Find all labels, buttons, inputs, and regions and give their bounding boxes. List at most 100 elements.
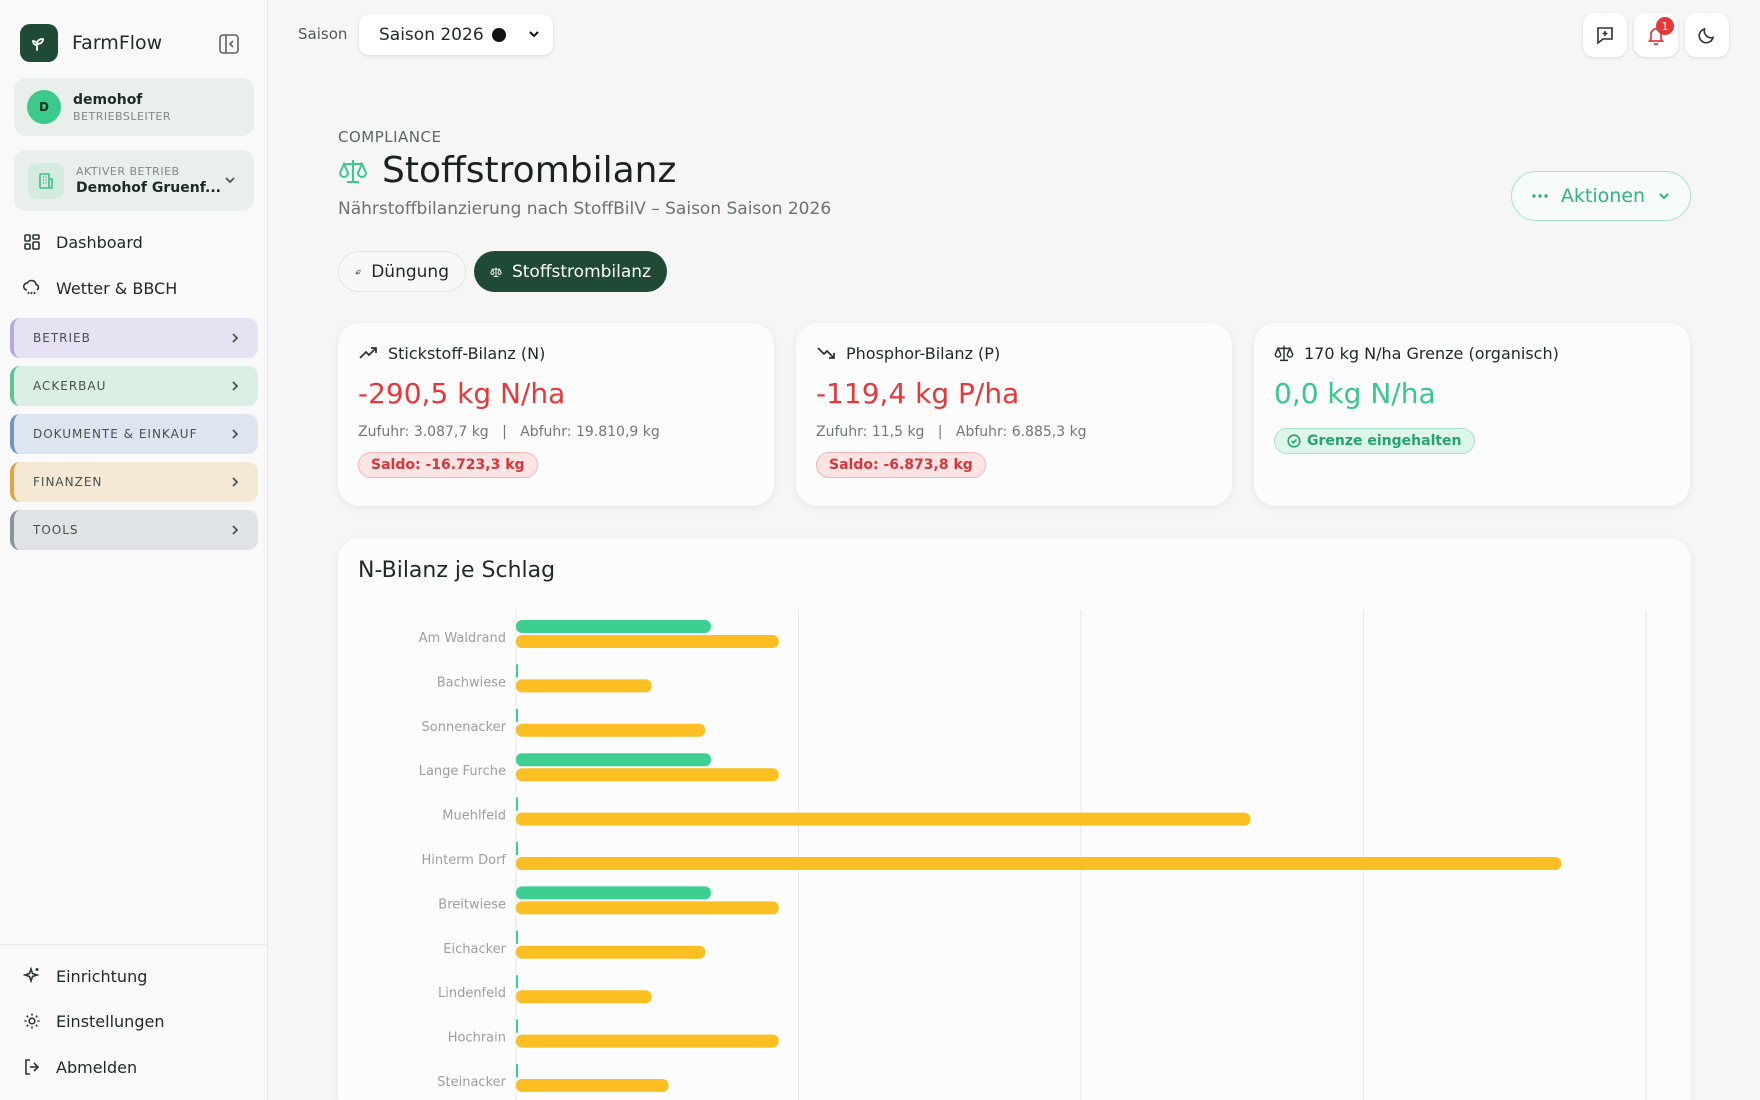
avatar: D xyxy=(27,90,61,124)
nitrogen-saldo-badge: Saldo: -16.723,3 kg xyxy=(358,452,538,478)
bar[interactable] xyxy=(516,664,518,678)
bar[interactable] xyxy=(516,945,706,959)
nav-setup-label: Einrichtung xyxy=(56,966,148,986)
tab-duengung-label: Düngung xyxy=(371,261,449,282)
bar[interactable] xyxy=(516,753,711,767)
nav-dashboard[interactable]: Dashboard xyxy=(22,232,143,252)
notification-badge: 1 xyxy=(1656,17,1674,35)
bar[interactable] xyxy=(516,1064,518,1077)
bar[interactable] xyxy=(516,975,518,989)
limit-status-badge: Grenze eingehalten xyxy=(1274,428,1475,454)
sidebar-section-label: DOKUMENTE & EINKAUF xyxy=(33,427,198,441)
notifications-button[interactable]: 1 xyxy=(1634,13,1678,57)
actions-label: Aktionen xyxy=(1560,185,1646,207)
bar[interactable] xyxy=(516,886,711,900)
season-label: Saison xyxy=(298,25,348,43)
bar[interactable] xyxy=(516,1034,779,1048)
bar[interactable] xyxy=(516,930,518,944)
bar[interactable] xyxy=(516,708,518,722)
gear-icon xyxy=(24,1013,40,1029)
betrieb-name: Demohof Gruenf... xyxy=(76,180,221,196)
category-label: Hochrain xyxy=(448,1031,506,1046)
active-betrieb-selector[interactable]: AKTIVER BETRIEB Demohof Gruenf... xyxy=(14,150,254,211)
sidebar: FarmFlow D demohof BETRIEBSLEITER AKTIVE… xyxy=(0,0,268,1100)
sidebar-section-betrieb[interactable]: BETRIEB xyxy=(10,318,258,358)
bar[interactable] xyxy=(516,990,652,1004)
limit-card: 170 kg N/ha Grenze (organisch) 0,0 kg N/… xyxy=(1254,323,1690,506)
bar[interactable] xyxy=(516,635,779,648)
chart-title: N-Bilanz je Schlag xyxy=(358,558,556,583)
scale-icon xyxy=(490,267,502,277)
bar[interactable] xyxy=(516,812,1251,826)
betrieb-label: AKTIVER BETRIEB xyxy=(76,165,180,178)
category-label: Sonnenacker xyxy=(422,720,507,735)
category-label: Breitwiese xyxy=(438,897,506,912)
meta-separator: | xyxy=(937,424,943,440)
trending-down-icon xyxy=(817,347,835,359)
message-plus-icon xyxy=(1597,27,1613,45)
bar[interactable] xyxy=(516,797,518,811)
phosphor-title: Phosphor-Bilanz (P) xyxy=(846,343,1001,363)
sidebar-divider xyxy=(0,944,268,945)
tab-stoffstrombilanz[interactable]: Stoffstrombilanz xyxy=(474,251,667,292)
limit-status: Grenze eingehalten xyxy=(1307,433,1462,449)
theme-toggle-button[interactable] xyxy=(1685,13,1729,57)
sidebar-section-tools[interactable]: TOOLS xyxy=(10,510,258,550)
bar[interactable] xyxy=(516,1019,518,1033)
nav-settings-label: Einstellungen xyxy=(56,1011,165,1031)
tab-duengung[interactable]: Düngung xyxy=(338,251,466,292)
chevron-right-icon xyxy=(232,381,239,391)
bar[interactable] xyxy=(516,1079,669,1092)
sidebar-section-label: ACKERBAU xyxy=(33,379,107,393)
phosphor-value: -119,4 kg P/ha xyxy=(816,377,1020,410)
nitrogen-value: -290,5 kg N/ha xyxy=(358,377,566,410)
bar[interactable] xyxy=(516,723,706,737)
sidebar-section-label: BETRIEB xyxy=(33,331,91,345)
app-name: FarmFlow xyxy=(72,32,163,54)
meta-separator: | xyxy=(502,424,507,440)
category-label: Am Waldrand xyxy=(419,631,506,646)
leaf-icon xyxy=(355,269,361,274)
bar[interactable] xyxy=(516,620,711,633)
sidebar-section-dokumente-einkauf[interactable]: DOKUMENTE & EINKAUF xyxy=(10,414,258,454)
category-label: Lange Furche xyxy=(419,764,506,779)
n-balance-chart-card: N-Bilanz je Schlag Am Waldrand Bachwiese S… xyxy=(338,538,1691,1100)
nitrogen-removal: Abfuhr: 19.810,9 kg xyxy=(520,424,660,440)
sidebar-section-ackerbau[interactable]: ACKERBAU xyxy=(10,366,258,406)
brand[interactable]: FarmFlow xyxy=(20,24,162,62)
nav-settings[interactable]: Einstellungen xyxy=(22,1011,164,1031)
building-icon xyxy=(28,162,64,199)
nav-weather-label: Wetter & BBCH xyxy=(56,278,178,298)
bar[interactable] xyxy=(516,842,518,855)
chevron-down-icon xyxy=(225,177,235,184)
nav-logout-label: Abmelden xyxy=(56,1057,138,1077)
sidebar-section-label: FINANZEN xyxy=(33,475,103,489)
nav-logout[interactable]: Abmelden xyxy=(22,1057,137,1077)
phosphor-supply: Zufuhr: 11,5 kg xyxy=(816,424,925,440)
nav-setup[interactable]: Einrichtung xyxy=(22,966,147,986)
bar[interactable] xyxy=(516,857,1562,870)
bar[interactable] xyxy=(516,679,652,693)
cloud-rain-icon xyxy=(22,279,40,295)
more-icon xyxy=(1532,194,1548,198)
phosphor-removal: Abfuhr: 6.885,3 kg xyxy=(955,424,1087,440)
actions-button[interactable]: Aktionen xyxy=(1511,171,1691,221)
category-label: Hinterm Dorf xyxy=(421,853,506,868)
user-card[interactable]: D demohof BETRIEBSLEITER xyxy=(14,78,254,136)
bar[interactable] xyxy=(516,901,779,915)
nitrogen-title: Stickstoff-Bilanz (N) xyxy=(388,343,546,363)
season-select[interactable]: Saison 2026 xyxy=(359,14,553,55)
nav-weather[interactable]: Wetter & BBCH xyxy=(22,278,177,298)
feedback-button[interactable] xyxy=(1583,13,1627,57)
limit-value: 0,0 kg N/ha xyxy=(1274,377,1436,410)
nitrogen-balance-card: Stickstoff-Bilanz (N) -290,5 kg N/ha Zuf… xyxy=(338,323,774,506)
logout-icon xyxy=(25,1059,40,1075)
chevron-right-icon xyxy=(232,333,239,343)
sidebar-section-label: TOOLS xyxy=(33,523,79,537)
sidebar-section-finanzen[interactable]: FINANZEN xyxy=(10,462,258,502)
nav-dashboard-label: Dashboard xyxy=(56,232,143,252)
bar[interactable] xyxy=(516,768,779,782)
phosphor-saldo-badge: Saldo: -6.873,8 kg xyxy=(816,452,986,478)
sidebar-collapse-icon[interactable] xyxy=(218,33,240,55)
scale-icon xyxy=(1274,345,1294,362)
